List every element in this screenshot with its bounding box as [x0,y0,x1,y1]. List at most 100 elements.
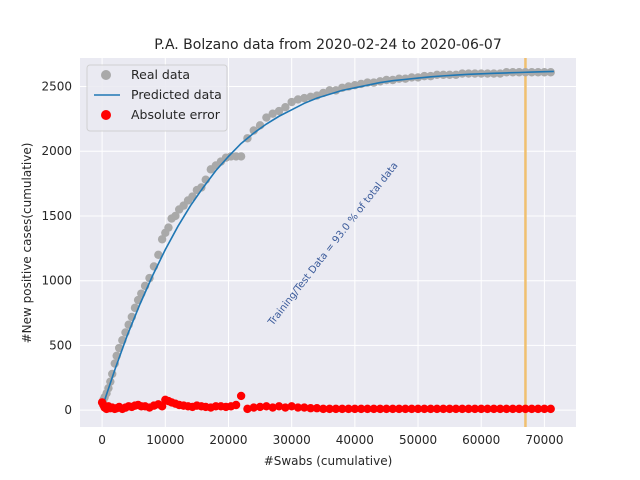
x-tick-label: 20000 [209,433,247,447]
error-point [300,403,309,412]
real-data-point [300,93,309,103]
error-point [432,404,442,414]
error-point [502,404,511,414]
error-point [312,404,322,413]
real-data-point [287,97,296,107]
error-point [533,404,543,414]
real-data-point [439,70,448,80]
real-data-point [171,211,180,221]
error-point [388,404,397,414]
real-data-point [197,183,206,192]
real-data-point [262,113,271,122]
real-data-point [154,250,163,259]
error-point [157,402,167,411]
y-tick-label: 1500 [41,209,72,223]
error-point [231,400,241,410]
error-point [495,404,505,414]
error-point [369,404,379,414]
x-tick-label: 70000 [525,433,563,447]
error-point [394,404,404,414]
x-tick-label: 40000 [336,433,374,447]
error-point [268,403,277,412]
x-tick-label: 60000 [462,433,500,447]
legend-label-predicted: Predicted data [131,87,222,102]
y-tick-label: 1000 [41,274,72,288]
error-point [255,402,265,412]
real-data-point [274,106,284,116]
error-point [274,402,284,411]
x-tick-label: 50000 [399,433,437,447]
legend-label-real: Real data [131,67,190,82]
error-point [445,404,454,414]
error-point [363,404,372,414]
predicted-line [101,70,554,408]
error-point [464,404,473,414]
y-tick-label: 500 [49,338,72,352]
error-point [382,404,391,414]
chart-title: P.A. Bolzano data from 2020-02-24 to 202… [154,37,502,53]
real-data-point [325,86,334,95]
real-data-point [306,92,315,102]
absolute-error-series [97,391,555,414]
error-point [426,404,435,414]
error-point [546,404,555,414]
y-tick-label: 2000 [41,144,72,158]
error-point [293,403,303,412]
error-point [344,404,353,414]
error-point [420,404,429,414]
error-point [407,404,416,414]
real-data-point [281,103,290,112]
y-tick-labels: 0 500 1000 1500 2000 2500 [41,79,72,417]
y-tick-label: 0 [64,403,72,417]
error-point [281,403,290,412]
y-axis-label: #New positive cases(cumulative) [20,143,34,344]
error-point [483,404,492,414]
legend-marker-error [101,110,111,120]
error-point [514,404,524,414]
error-point [338,404,347,414]
legend-marker-real [101,70,111,80]
real-data-point [236,152,246,161]
error-point [319,404,328,414]
error-point [451,404,461,414]
real-data-point [458,69,467,78]
error-point [439,404,448,414]
error-point [243,404,252,414]
x-tick-label: 10000 [146,433,184,447]
error-point [325,404,334,414]
y-tick-label: 2500 [41,79,72,93]
x-tick-labels: 0 10000 20000 30000 40000 50000 60000 70000 [98,433,563,447]
error-point [477,404,486,414]
real-data-point [157,235,167,244]
error-point [236,391,246,401]
error-point [375,404,385,414]
predicted-data-series [101,70,554,408]
legend: Real data Predicted data Absolute error [86,64,228,132]
error-point [331,404,341,414]
error-point [401,404,410,414]
error-point [249,403,258,412]
legend-label-error: Absolute error [131,107,221,122]
x-axis-label: #Swabs (cumulative) [264,454,393,468]
error-point [489,404,499,414]
error-point [508,404,518,414]
error-point [470,404,480,414]
real-data-point [249,126,258,135]
error-point [527,404,536,414]
error-point [306,404,315,413]
error-point [287,402,296,411]
real-data-point [268,109,277,118]
error-point [540,404,549,414]
x-tick-label: 0 [98,433,106,447]
error-point [350,404,360,414]
error-point [356,404,366,414]
x-tick-label: 30000 [273,433,311,447]
error-point [521,404,530,414]
error-point [262,402,271,411]
error-point [413,404,423,414]
real-data-point [293,95,303,104]
error-point [458,404,467,414]
real-data-point [164,223,173,232]
legend-box [86,64,228,132]
